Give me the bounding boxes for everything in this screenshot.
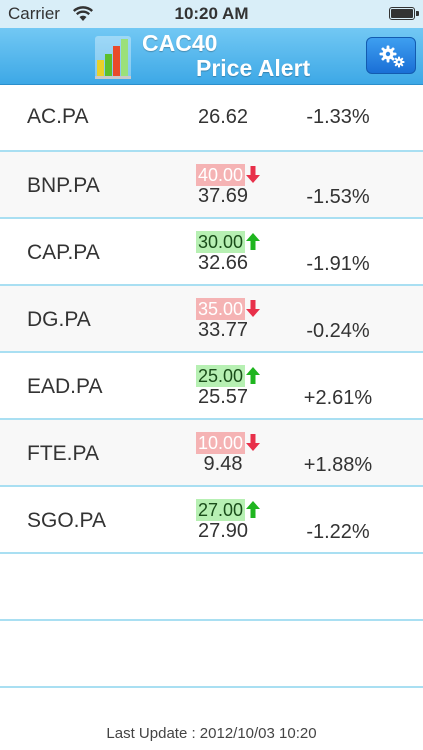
stock-row[interactable]: EAD.PA 25.00 25.57 +2.61% <box>0 353 423 420</box>
stock-symbol: AC.PA <box>27 105 89 128</box>
stock-change: -1.91% <box>306 253 370 275</box>
app-title-line2: Price Alert <box>196 55 311 81</box>
arrow-down-icon <box>246 434 261 451</box>
arrow-down-icon <box>246 300 261 317</box>
stock-price: 27.90 <box>197 520 249 542</box>
battery-icon <box>389 7 419 20</box>
price-alert: 27.00 <box>196 499 261 521</box>
settings-button[interactable] <box>366 37 416 74</box>
stock-price: 26.62 <box>197 106 249 128</box>
stock-list: AC.PA 26.62 -1.33% BNP.PA 40.00 37.69 -1.53% CA… <box>0 85 423 688</box>
app-header: CAC40 Price Alert <box>0 28 423 85</box>
wifi-icon <box>72 6 94 21</box>
bar-chart-icon <box>95 36 131 79</box>
stock-price: 33.77 <box>197 319 249 341</box>
alert-threshold: 25.00 <box>196 365 246 387</box>
stock-symbol: BNP.PA <box>27 174 100 197</box>
stock-row[interactable]: CAP.PA 30.00 32.66 -1.91% <box>0 219 423 286</box>
arrow-down-icon <box>246 166 261 183</box>
stock-row[interactable]: AC.PA 26.62 -1.33% <box>0 85 423 152</box>
arrow-up-icon <box>246 233 261 250</box>
stock-change: +2.61% <box>303 387 373 409</box>
price-alert: 25.00 <box>196 365 261 387</box>
alert-threshold: 30.00 <box>196 231 246 253</box>
alert-threshold: 40.00 <box>196 164 246 186</box>
stock-symbol: DG.PA <box>27 308 91 331</box>
alert-threshold: 35.00 <box>196 298 246 320</box>
price-alert: 10.00 <box>196 432 261 454</box>
stock-price: 9.48 <box>203 453 243 475</box>
price-alert: 30.00 <box>196 231 261 253</box>
stock-price: 25.57 <box>197 386 249 408</box>
stock-change: -0.24% <box>306 320 370 342</box>
last-update-label: Last Update : 2012/10/03 10:20 <box>106 725 317 742</box>
alert-threshold: 27.00 <box>196 499 246 521</box>
stock-change: -1.53% <box>306 186 370 208</box>
empty-row <box>0 621 423 688</box>
stock-row[interactable]: SGO.PA 27.00 27.90 -1.22% <box>0 487 423 554</box>
stock-price: 32.66 <box>197 252 249 274</box>
stock-row[interactable]: FTE.PA 10.00 9.48 +1.88% <box>0 420 423 487</box>
gear-icon <box>379 45 405 68</box>
stock-symbol: CAP.PA <box>27 241 100 264</box>
stock-price: 37.69 <box>197 185 249 207</box>
stock-symbol: FTE.PA <box>27 442 99 465</box>
carrier-label: Carrier <box>8 4 60 23</box>
arrow-up-icon <box>246 367 261 384</box>
price-alert: 40.00 <box>196 164 261 186</box>
status-bar: Carrier 10:20 AM <box>0 0 423 28</box>
stock-symbol: EAD.PA <box>27 375 103 398</box>
stock-change: -1.33% <box>306 106 370 128</box>
app-title-line1: CAC40 <box>142 30 218 56</box>
clock: 10:20 AM <box>174 4 249 23</box>
stock-row[interactable]: DG.PA 35.00 33.77 -0.24% <box>0 286 423 353</box>
stock-change: -1.22% <box>306 521 370 543</box>
arrow-up-icon <box>246 501 261 518</box>
stock-change: +1.88% <box>303 454 373 476</box>
stock-symbol: SGO.PA <box>27 509 106 532</box>
alert-threshold: 10.00 <box>196 432 246 454</box>
empty-row <box>0 554 423 621</box>
price-alert: 35.00 <box>196 298 261 320</box>
stock-row[interactable]: BNP.PA 40.00 37.69 -1.53% <box>0 152 423 219</box>
